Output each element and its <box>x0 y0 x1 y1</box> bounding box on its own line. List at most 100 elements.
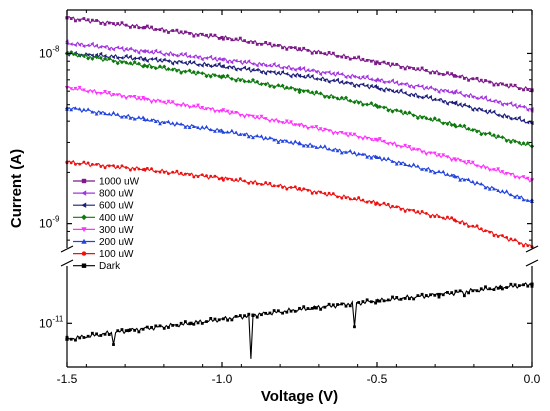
axes <box>66 9 533 368</box>
series-point <box>501 82 504 86</box>
series-point <box>213 33 217 37</box>
series-point <box>272 138 277 142</box>
series-point <box>217 37 221 40</box>
series-point <box>517 103 521 108</box>
legend-label: 800 uW <box>99 189 134 200</box>
series-point <box>213 174 217 178</box>
y-tick-label: 10-11 <box>39 314 64 330</box>
series-point <box>192 322 196 326</box>
series-point <box>107 112 112 116</box>
series-point <box>81 53 86 58</box>
series-point <box>166 59 170 63</box>
series-point <box>225 109 230 113</box>
series-point <box>149 65 154 70</box>
series-point <box>475 129 480 134</box>
series-point <box>145 49 149 54</box>
series-point <box>487 131 492 136</box>
series-point <box>120 21 124 25</box>
series-point <box>353 325 356 329</box>
legend-label: 400 uW <box>99 213 134 224</box>
series-point <box>82 44 86 49</box>
series-point <box>433 71 437 75</box>
series-point <box>517 87 521 91</box>
series-point <box>479 287 483 291</box>
series-point <box>369 83 373 88</box>
series-point <box>424 152 429 157</box>
data-point <box>375 201 379 205</box>
series-point <box>112 343 115 346</box>
series-point <box>217 56 221 61</box>
series-point <box>301 66 306 70</box>
series-point <box>137 330 141 334</box>
series-point <box>119 60 124 65</box>
series-point <box>348 148 353 153</box>
series-point <box>382 80 386 85</box>
series-point <box>208 107 213 112</box>
series-point <box>339 151 344 155</box>
series-point <box>318 91 323 96</box>
series-point <box>268 42 272 45</box>
series-point <box>310 144 315 148</box>
data-point <box>219 74 225 79</box>
series-point <box>517 284 521 288</box>
series-point <box>107 164 111 168</box>
series-point <box>183 104 188 108</box>
series-point <box>377 87 382 92</box>
series-point <box>496 235 500 238</box>
series-point <box>399 161 403 166</box>
series-point <box>98 91 103 96</box>
x-tick-label: -1.5 <box>57 372 78 386</box>
series-point <box>103 90 107 94</box>
data-point <box>375 299 379 303</box>
series-point <box>175 28 179 32</box>
series-point <box>162 57 166 62</box>
series-point <box>408 297 411 301</box>
series-point <box>255 63 259 68</box>
series-point <box>340 55 344 59</box>
series-point <box>390 89 394 93</box>
series-point <box>301 144 306 148</box>
series-point <box>310 307 314 310</box>
data-point <box>219 128 225 133</box>
series-point <box>310 191 314 195</box>
series-point <box>293 123 298 127</box>
series-point <box>449 89 454 94</box>
series-point <box>462 222 466 226</box>
series-point <box>462 102 466 107</box>
series-point <box>391 62 394 66</box>
legend-swatch-marker <box>81 227 87 233</box>
series-point <box>145 117 150 122</box>
series-point <box>111 110 116 115</box>
series-point <box>352 100 357 105</box>
series-point <box>73 52 78 57</box>
series-point <box>196 125 200 129</box>
series-4 <box>64 85 535 183</box>
series-point <box>424 85 428 90</box>
data-point <box>142 56 147 61</box>
series-point <box>470 127 475 132</box>
axis-break-marks <box>60 245 539 267</box>
series-point <box>399 81 403 86</box>
series-point <box>492 99 496 104</box>
series-point <box>319 190 323 194</box>
series-point <box>196 33 200 37</box>
series-point <box>226 318 230 322</box>
series-point <box>200 57 204 62</box>
series-point <box>158 57 162 62</box>
series-point <box>145 325 149 329</box>
series-point <box>187 105 192 110</box>
series-point <box>234 37 238 41</box>
series-point <box>517 242 521 245</box>
series-point <box>90 331 94 335</box>
series-point <box>437 215 441 219</box>
series-point <box>365 298 369 302</box>
series-point <box>111 59 116 64</box>
series-point <box>415 83 420 88</box>
series-point <box>496 134 501 139</box>
series-point <box>298 306 301 310</box>
series-point <box>415 95 420 99</box>
series-point <box>458 221 462 225</box>
series-point <box>94 91 99 96</box>
series-point <box>394 108 399 113</box>
series-point <box>411 162 416 166</box>
